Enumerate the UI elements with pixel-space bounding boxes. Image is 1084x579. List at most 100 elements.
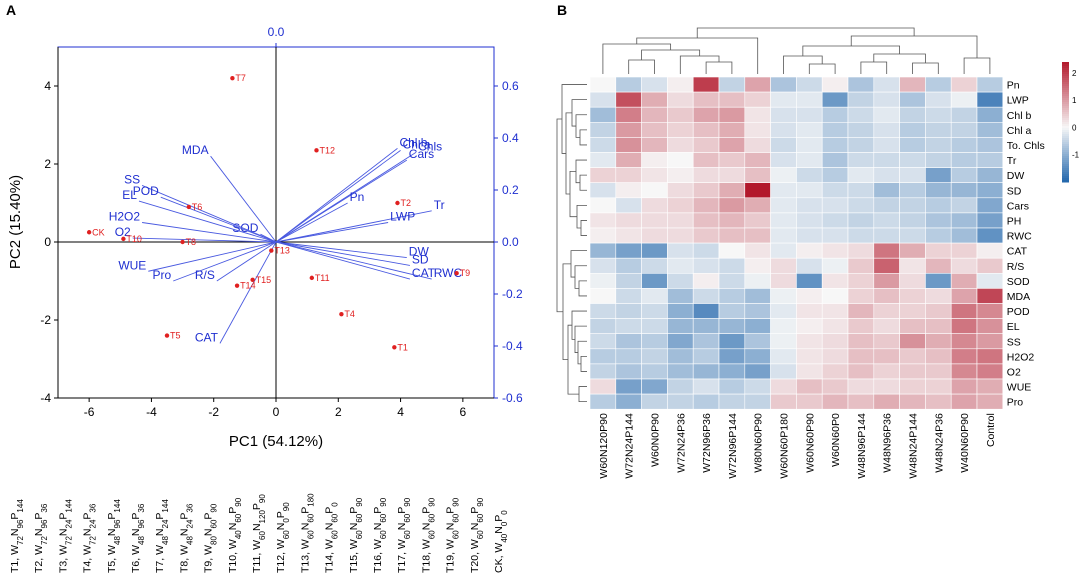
heatmap-cell xyxy=(744,167,771,184)
heatmap-cell xyxy=(692,242,720,259)
heatmap-cell xyxy=(925,333,952,350)
heatmap-cell xyxy=(925,106,952,123)
heatmap-cell xyxy=(796,212,823,229)
heatmap-column-label: W48N96P144 xyxy=(856,413,868,479)
heatmap-cell xyxy=(925,393,952,410)
heatmap-cell xyxy=(950,272,978,289)
heatmap-cell xyxy=(821,393,849,410)
panel-b-label: B xyxy=(557,2,567,18)
loading-label: Tr xyxy=(434,198,445,212)
heatmap-cell xyxy=(770,76,797,93)
heatmap-cell xyxy=(667,122,694,138)
heatmap-cell xyxy=(692,348,720,365)
legend-entry: T12, W60N0P90 xyxy=(275,502,291,573)
colorbar-step xyxy=(1062,132,1069,135)
heatmap-cell xyxy=(770,318,797,335)
heatmap-cell xyxy=(641,272,668,289)
legend-entry: T11, W60N120P90 xyxy=(251,494,267,573)
dendrogram-branch xyxy=(574,265,587,289)
heatmap-cell xyxy=(744,91,771,108)
dendrogram-branch xyxy=(575,159,587,184)
dendrogram-branch xyxy=(860,61,888,74)
heatmap-cell xyxy=(899,257,926,274)
loading-label: H2O2 xyxy=(109,210,141,224)
heatmap-cell xyxy=(615,363,642,380)
heatmap-cell xyxy=(847,137,875,153)
heatmap-cell xyxy=(770,242,797,259)
heatmap-cell xyxy=(641,288,668,304)
heatmap-column-label: Control xyxy=(985,413,997,447)
heatmap-cell xyxy=(873,393,900,410)
heatmap-cell xyxy=(744,122,771,138)
heatmap-row-label: SD xyxy=(1007,185,1022,197)
heatmap-cell xyxy=(873,257,900,274)
colorbar-step xyxy=(1062,62,1069,65)
heatmap-cell xyxy=(744,76,771,93)
colorbar-step xyxy=(1062,114,1069,117)
loading-vector xyxy=(275,210,432,243)
heatmap-row-label: Chl b xyxy=(1007,110,1032,122)
dendrogram-branch xyxy=(571,310,587,340)
loading-label: Chl b xyxy=(399,135,427,149)
score-point xyxy=(230,76,235,81)
heatmap-cell xyxy=(821,333,849,350)
heatmap-cell xyxy=(615,303,642,319)
loading-vector xyxy=(148,241,277,272)
heatmap-cell xyxy=(589,363,617,380)
column-dendrogram xyxy=(602,27,991,74)
heatmap-cell xyxy=(976,122,1004,138)
heatmap-cell xyxy=(667,288,694,304)
heatmap-cell xyxy=(770,167,797,184)
heatmap-cell xyxy=(976,137,1004,153)
loading-vector xyxy=(275,222,389,243)
heatmap-cell xyxy=(873,212,900,229)
heatmap-row-label: CAT xyxy=(1007,246,1028,258)
legend-entry: T8, W48N24P36 xyxy=(178,503,194,573)
heatmap-cell xyxy=(641,393,668,410)
loading-right-tick-label: 0.6 xyxy=(502,79,519,93)
heatmap-cell xyxy=(950,393,978,410)
heatmap-cell xyxy=(899,333,926,350)
heatmap-cell xyxy=(667,318,694,335)
dendrogram-branch xyxy=(574,325,587,353)
heatmap-cell xyxy=(641,197,668,214)
heatmap-cell xyxy=(744,137,771,153)
colorbar-step xyxy=(1062,92,1069,95)
heatmap-cell xyxy=(847,288,875,304)
heatmap-cell xyxy=(744,378,771,395)
heatmap-cell xyxy=(847,106,875,123)
colorbar-step xyxy=(1062,66,1069,69)
colorbar-tick-label: 1 xyxy=(1072,96,1077,105)
legend-entry: T19, W60N60P90 xyxy=(445,497,461,573)
score-label: T4 xyxy=(344,309,355,319)
colorbar-step xyxy=(1062,74,1069,77)
loading-label: Chl a xyxy=(403,137,431,151)
heatmap-cell xyxy=(796,257,823,274)
colorbar-step xyxy=(1062,130,1069,133)
heatmap-cell xyxy=(950,167,978,184)
score-point xyxy=(269,248,274,253)
heatmap-cell xyxy=(847,348,875,365)
heatmap-cell xyxy=(899,393,926,410)
heatmap-column-label: W72N96P144 xyxy=(727,413,739,479)
loading-label: CAT xyxy=(195,330,219,344)
heatmap-cell xyxy=(847,378,875,395)
heatmap-cell xyxy=(925,76,952,93)
heatmap-cell xyxy=(873,197,900,214)
heatmap-cell xyxy=(925,378,952,395)
legend-entry: T18, W60N60P90 xyxy=(420,497,436,573)
score-label: T10 xyxy=(126,234,142,244)
heatmap-cell xyxy=(770,122,797,138)
heatmap-cell xyxy=(641,152,668,168)
colorbar: 2 1 0 -1 xyxy=(1062,62,1080,183)
colorbar-step xyxy=(1062,102,1069,105)
colorbar-step xyxy=(1062,116,1069,119)
heatmap-cell xyxy=(899,363,926,380)
heatmap-cell xyxy=(976,91,1004,108)
heatmap-cell xyxy=(615,348,642,365)
heatmap-cell xyxy=(667,348,694,365)
heatmap: Pn LWP Chl b Chl a To. Chls Tr DW SD Cars PH RWC CA… xyxy=(556,27,1080,479)
heatmap-column-label: W48N96P36 xyxy=(882,413,894,473)
